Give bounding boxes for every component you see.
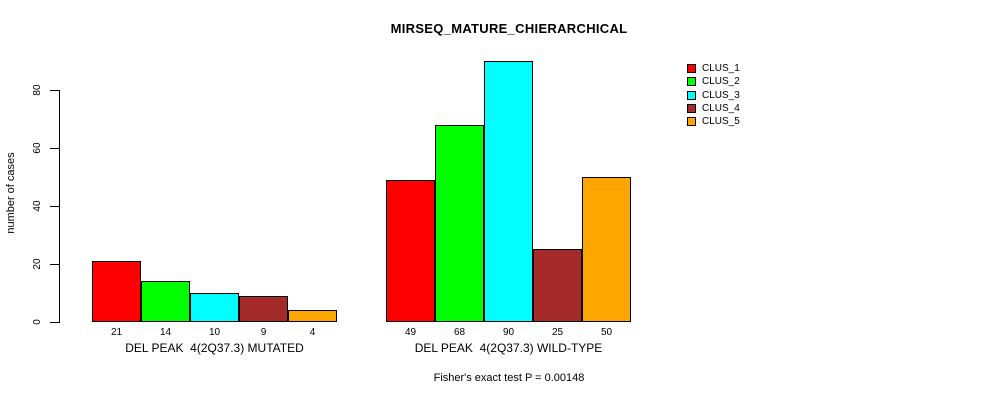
y-tick-label: 80 (32, 84, 43, 96)
legend-label: CLUS_3 (702, 89, 740, 101)
y-axis-line (59, 90, 60, 323)
bar-clus_4-group1 (239, 296, 288, 322)
bar-clus_3-group1 (190, 293, 239, 322)
legend-item-clus_2: CLUS_2 (687, 75, 797, 88)
bar-clus_1-group2 (386, 180, 435, 322)
chart-title: MIRSEQ_MATURE_CHIERARCHICAL (390, 21, 628, 36)
footer-annotation: Fisher's exact test P = 0.00148 (433, 372, 585, 384)
bar-value-label: 10 (208, 327, 221, 338)
bar-clus_2-group2 (435, 125, 484, 322)
group-label: DEL PEAK 4(2Q37.3) WILD-TYPE (414, 341, 603, 355)
bar-value-label: 21 (110, 327, 123, 338)
bar-value-label: 49 (404, 327, 417, 338)
legend-label: CLUS_4 (702, 102, 740, 114)
bar-clus_1-group1 (92, 261, 141, 322)
bar-value-label: 68 (453, 327, 466, 338)
bar-value-label: 9 (260, 327, 267, 338)
legend-item-clus_1: CLUS_1 (687, 62, 797, 75)
legend-swatch-icon (687, 77, 696, 87)
legend-label: CLUS_1 (702, 63, 740, 74)
y-axis-label: number of cases (5, 152, 17, 234)
bar-clus_5-group2 (582, 177, 631, 322)
legend-label: CLUS_5 (702, 116, 740, 128)
group-label: DEL PEAK 4(2Q37.3) MUTATED (125, 341, 304, 355)
bar-value-label: 14 (159, 327, 172, 338)
bar-value-label: 4 (309, 327, 316, 338)
y-tick-mark (50, 148, 59, 149)
bar-value-label: 25 (551, 327, 564, 338)
legend-swatch-icon (687, 90, 696, 100)
bar-clus_3-group2 (484, 61, 533, 322)
bar-clus_2-group1 (141, 281, 190, 322)
y-tick-mark (50, 90, 59, 91)
y-tick-mark (50, 206, 59, 207)
y-tick-label: 0 (32, 319, 43, 325)
legend-item-clus_4: CLUS_4 (687, 102, 797, 115)
bar-clus_5-group1 (288, 310, 337, 322)
legend-item-clus_5: CLUS_5 (687, 115, 797, 128)
legend-swatch-icon (687, 103, 696, 113)
y-tick-mark (50, 322, 59, 323)
y-tick-label: 40 (32, 200, 43, 212)
legend-swatch-icon (687, 64, 696, 73)
legend-item-clus_3: CLUS_3 (687, 89, 797, 102)
y-tick-mark (50, 264, 59, 265)
legend-swatch-icon (687, 117, 696, 127)
bar-value-label: 90 (502, 327, 515, 338)
bar-value-label: 50 (600, 327, 613, 338)
legend-label: CLUS_2 (702, 76, 740, 88)
y-tick-label: 20 (32, 258, 43, 270)
bar-clus_4-group2 (533, 249, 582, 322)
y-tick-label: 60 (32, 142, 43, 154)
